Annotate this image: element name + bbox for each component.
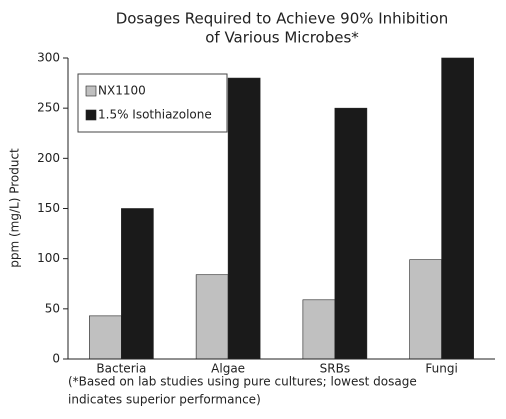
y-tick-label: 250 <box>37 101 60 115</box>
legend-label: NX1100 <box>98 84 146 98</box>
chart-title: of Various Microbes* <box>205 29 359 47</box>
y-tick-label: 150 <box>37 201 60 215</box>
chart-title: Dosages Required to Achieve 90% Inhibiti… <box>116 10 449 28</box>
bar <box>121 208 154 360</box>
y-tick-label: 200 <box>37 151 60 165</box>
y-tick-label: 0 <box>52 352 60 366</box>
bar <box>409 259 442 360</box>
y-tick-label: 300 <box>37 51 60 65</box>
bar <box>441 57 474 360</box>
bar <box>195 274 229 360</box>
legend-box <box>77 73 228 133</box>
note: indicates superior performance) <box>68 393 261 407</box>
legend-swatch <box>85 109 97 121</box>
bar <box>227 77 261 360</box>
note: (*Based on lab studies using pure cultur… <box>68 375 417 389</box>
bar <box>334 107 368 360</box>
x-tick-label: SRBs <box>320 362 350 376</box>
bar <box>302 299 336 360</box>
x-tick-label: Bacteria <box>96 362 146 376</box>
bar <box>89 315 122 360</box>
y-tick-label: 50 <box>45 301 60 315</box>
y-tick-label: 100 <box>37 251 60 265</box>
legend-swatch <box>85 85 97 97</box>
y-axis-label: ppm (mg/L) Product <box>8 148 22 268</box>
x-tick-label: Algae <box>211 362 245 376</box>
legend-label: 1.5% Isothiazolone <box>98 108 212 122</box>
x-tick-label: Fungi <box>425 362 457 376</box>
